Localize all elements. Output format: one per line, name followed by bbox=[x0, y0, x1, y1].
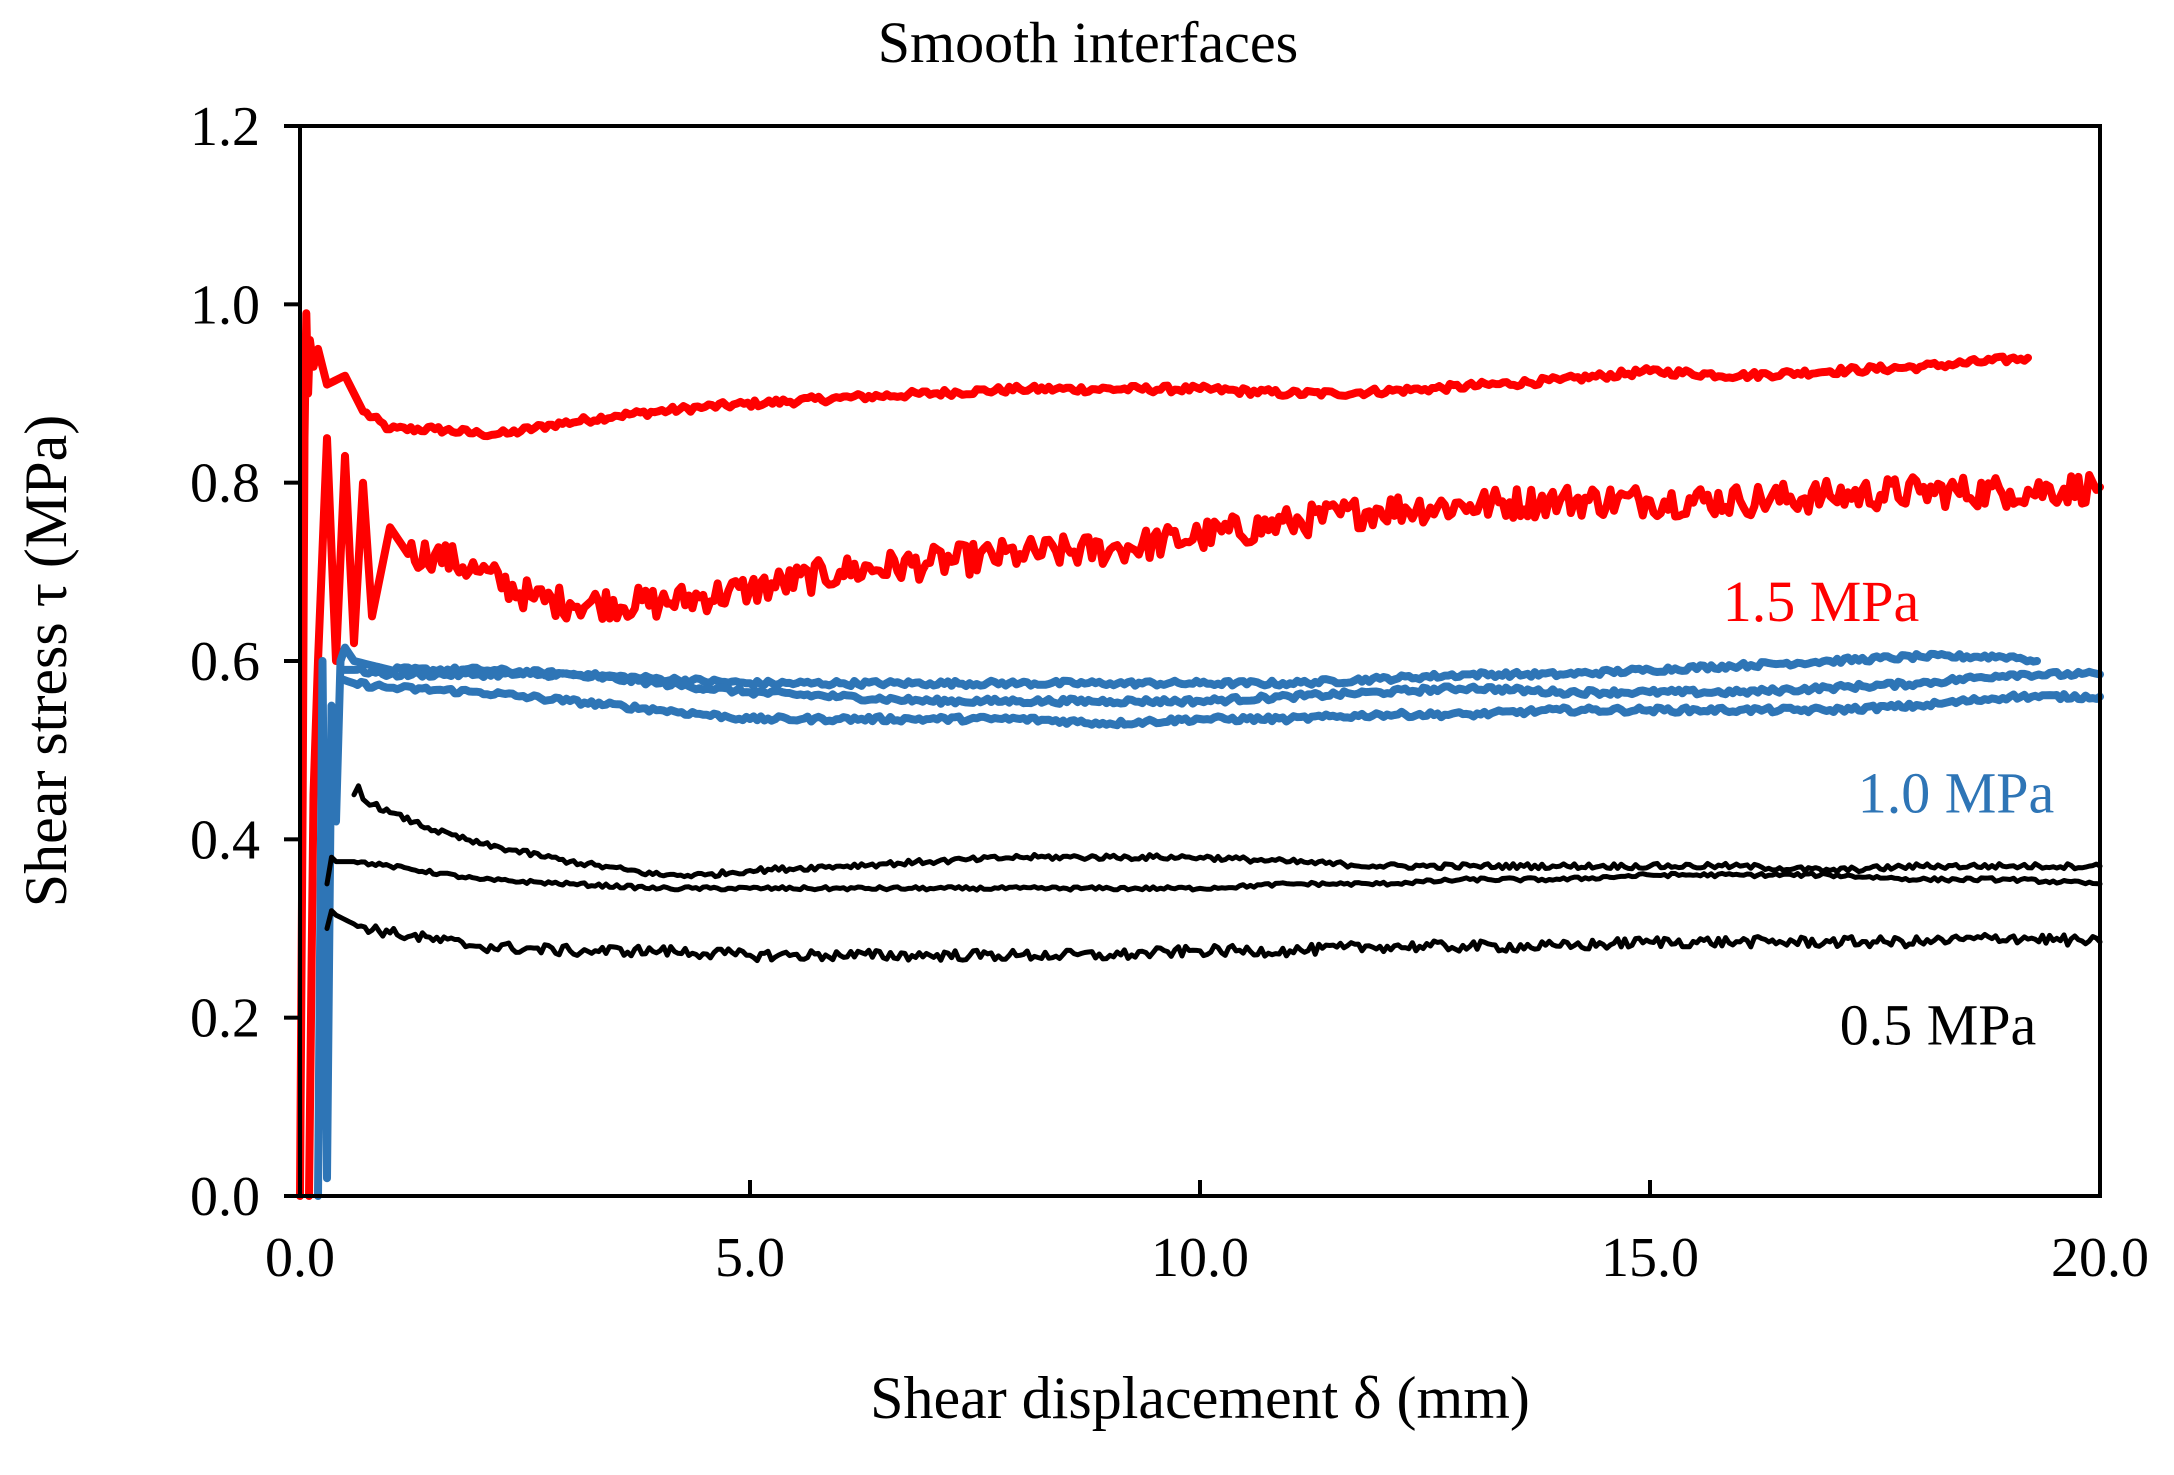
tick-layer: 0.0 5.0 10.0 15.0 20.0 0.0 0.2 0.4 0.6 0.8 1.0 1.2 bbox=[190, 96, 2149, 1289]
x-axis-title: Shear displacement δ (mm) bbox=[870, 1365, 1530, 1431]
series-line-1-5-mpa-1 bbox=[296, 309, 2032, 1200]
x-tick-label: 20.0 bbox=[2051, 1227, 2149, 1289]
series-annotation-label: 1.0 MPa bbox=[1858, 761, 2055, 826]
series-line-1-5-mpa-2 bbox=[305, 434, 2104, 1200]
chart-title: Smooth interfaces bbox=[878, 10, 1298, 75]
y-tick-label: 1.2 bbox=[190, 96, 260, 158]
y-tick-label: 0.6 bbox=[190, 631, 260, 693]
series-line-0-5-mpa-6 bbox=[324, 854, 2103, 893]
x-tick-label: 0.0 bbox=[265, 1227, 335, 1289]
y-tick-label: 0.4 bbox=[190, 809, 260, 871]
series-line-0-5-mpa-7 bbox=[351, 783, 2103, 880]
series-line-1-0-mpa-4 bbox=[336, 664, 2104, 708]
x-tick-label: 10.0 bbox=[1151, 1227, 1249, 1289]
series-annotation-label: 0.5 MPa bbox=[1840, 992, 2037, 1057]
series-layer bbox=[296, 309, 2104, 1200]
y-tick-label: 0.0 bbox=[190, 1166, 260, 1228]
annotation-layer: 1.5 MPa 1.0 MPa 0.5 MPa bbox=[1723, 569, 2055, 1058]
series-line-1-0-mpa-5 bbox=[336, 674, 2104, 730]
x-tick-label: 15.0 bbox=[1601, 1227, 1699, 1289]
x-tick-label: 5.0 bbox=[715, 1227, 785, 1289]
y-tick-label: 0.2 bbox=[190, 988, 260, 1050]
y-axis-title: Shear stress τ (MPa) bbox=[13, 415, 79, 907]
y-tick-label: 1.0 bbox=[190, 274, 260, 336]
y-tick-label: 0.8 bbox=[190, 453, 260, 515]
series-line-0-5-mpa-8 bbox=[324, 908, 2103, 964]
series-annotation-label: 1.5 MPa bbox=[1723, 569, 1920, 634]
